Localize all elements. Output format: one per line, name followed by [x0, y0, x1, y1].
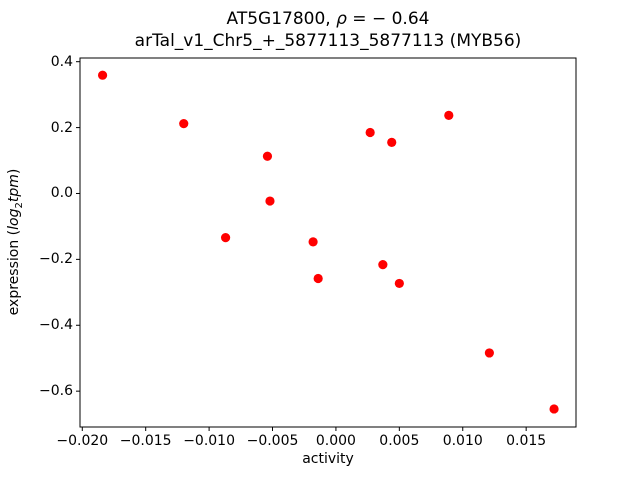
y-tick-label: 0.2 [50, 119, 73, 136]
x-tick-label: −0.005 [246, 433, 299, 449]
y-tick-label: 0.4 [50, 53, 73, 70]
data-point [308, 237, 318, 247]
y-axis-label-subscript: 2 [13, 202, 25, 209]
x-tick-label: 0.010 [442, 433, 483, 449]
y-axis-label-log: log [6, 208, 22, 230]
title-rho-symbol: ρ [336, 9, 347, 29]
data-point [313, 273, 323, 284]
x-tick-label: 0.005 [379, 433, 420, 449]
data-point [265, 196, 275, 206]
data-point [394, 278, 404, 289]
data-point [549, 404, 559, 414]
y-axis-label-text: expression ( [6, 229, 22, 316]
data-point [365, 127, 375, 138]
data-point [378, 260, 388, 270]
data-point [262, 151, 273, 161]
title-rho-value: = − 0.64 [346, 9, 430, 29]
chart-title-line1: AT5G17800, ρ = − 0.64 [80, 9, 576, 31]
title-gene-id: AT5G17800, [226, 9, 337, 29]
data-point [484, 348, 494, 358]
x-tick-label: 0.000 [315, 433, 356, 449]
chart-title: AT5G17800, ρ = − 0.64 arTal_v1_Chr5_+_58… [80, 9, 576, 52]
y-tick-label: −0.6 [39, 383, 73, 400]
y-tick-label: 0.0 [50, 185, 73, 202]
axes-frame [79, 57, 577, 428]
data-point [387, 137, 397, 148]
y-axis-label-close: ) [6, 168, 22, 175]
x-tick-label: −0.015 [119, 433, 172, 449]
x-tick-label: −0.020 [56, 433, 109, 449]
data-point [179, 119, 189, 129]
data-point [444, 110, 454, 120]
x-tick-label: −0.010 [183, 433, 235, 449]
y-tick-label: −0.2 [39, 251, 73, 268]
data-point [220, 233, 231, 243]
data-point [97, 70, 108, 80]
x-tick-label: 0.015 [506, 433, 547, 449]
x-axis-label: activity [302, 451, 354, 467]
y-tick-label: −0.4 [39, 317, 73, 334]
chart-title-line2: arTal_v1_Chr5_+_5877113_5877113 (MYB56) [134, 30, 522, 51]
